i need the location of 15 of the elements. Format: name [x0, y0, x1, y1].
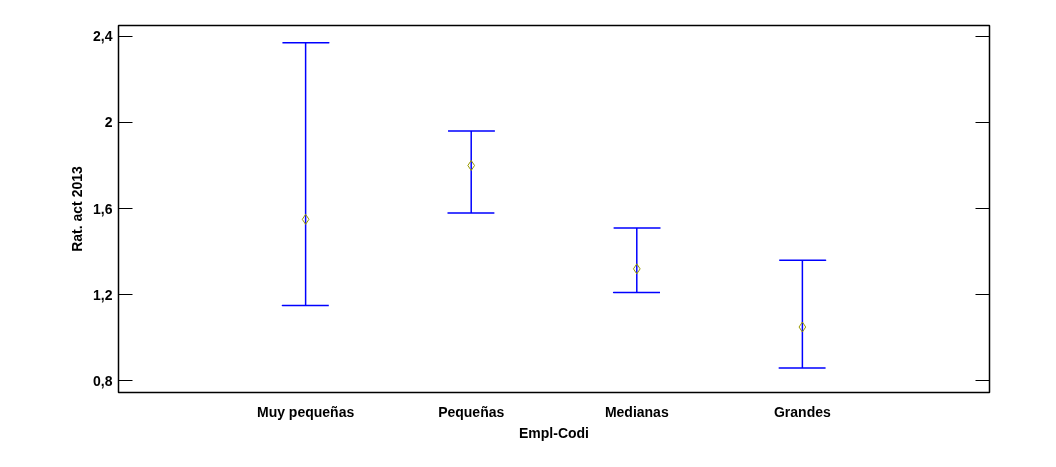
- x-tick-label: Medianas: [604, 403, 669, 420]
- point: [301, 213, 310, 225]
- point: [467, 159, 476, 171]
- y-tick-label: 2,4: [93, 28, 113, 45]
- y-tick-label: 2: [104, 114, 113, 131]
- point: [798, 321, 807, 333]
- y-tick-label: 1,2: [93, 286, 113, 303]
- y-tick-label: 1,6: [93, 200, 113, 217]
- y-tick-label: 0,8: [93, 372, 113, 389]
- point: [632, 263, 641, 275]
- x-tick-label: Muy pequeñas: [257, 403, 355, 420]
- x-tick-label: Pequeñas: [438, 403, 505, 420]
- y-axis-title: Rat. act 2013: [69, 165, 86, 252]
- x-axis-title: Empl-Codi: [519, 424, 589, 441]
- x-tick-label: Grandes: [773, 403, 831, 420]
